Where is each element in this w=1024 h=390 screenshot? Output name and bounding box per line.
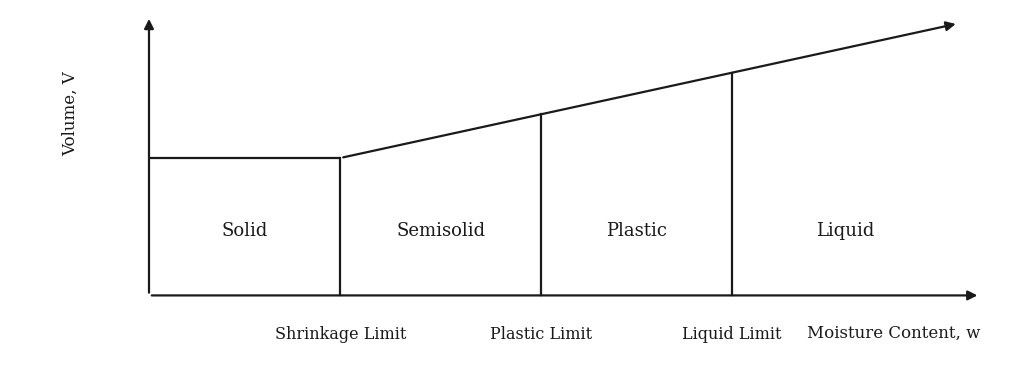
- Text: Plastic: Plastic: [606, 222, 667, 240]
- Text: Volume, V: Volume, V: [62, 72, 79, 156]
- Text: Semisolid: Semisolid: [396, 222, 485, 240]
- Text: Liquid Limit: Liquid Limit: [682, 326, 782, 343]
- Text: Moisture Content, w: Moisture Content, w: [807, 324, 980, 342]
- Text: Liquid: Liquid: [816, 222, 874, 240]
- Text: Plastic Limit: Plastic Limit: [489, 326, 592, 343]
- Text: Shrinkage Limit: Shrinkage Limit: [274, 326, 407, 343]
- Text: Solid: Solid: [221, 222, 268, 240]
